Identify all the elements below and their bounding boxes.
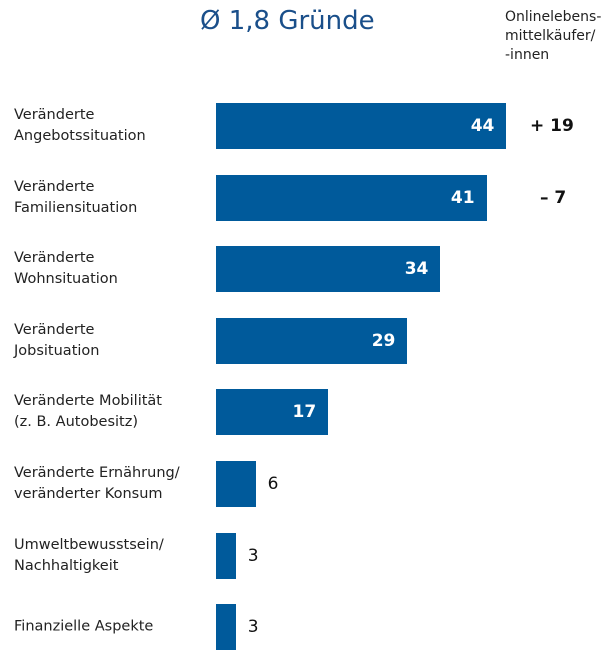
category-label: Veränderte Ernährung/ veränderter Konsum bbox=[14, 465, 180, 502]
value-label: 34 bbox=[404, 259, 429, 280]
value-label: 17 bbox=[292, 402, 317, 423]
bar bbox=[216, 389, 329, 436]
value-label: 3 bbox=[247, 617, 259, 638]
bar bbox=[216, 174, 487, 221]
value-label: 41 bbox=[450, 187, 475, 208]
value-label: 6 bbox=[267, 474, 279, 494]
value-label: 44 bbox=[470, 116, 495, 136]
category-label: Veränderte Jobsituation bbox=[14, 321, 100, 359]
category-label: Veränderte Familiensituation bbox=[14, 178, 138, 216]
category-label: Veränderte Wohnsituation bbox=[14, 250, 118, 288]
bar bbox=[216, 103, 507, 149]
category-label: Veränderte Angebotssituation bbox=[14, 107, 146, 144]
annotation: + 19 bbox=[530, 116, 574, 136]
annotation: – 7 bbox=[540, 187, 567, 208]
value-label: 29 bbox=[371, 330, 396, 351]
bar bbox=[216, 461, 256, 507]
category-label: Veränderte Mobilität (z. B. Autobesitz) bbox=[14, 393, 162, 431]
bar bbox=[216, 317, 408, 364]
note: Onlinelebens- mittelkäufer/ -innen bbox=[505, 9, 602, 63]
bar bbox=[216, 604, 236, 650]
chart-title: Ø 1,8 Gründe bbox=[200, 6, 375, 36]
category-label: Finanzielle Aspekte bbox=[14, 618, 154, 635]
bar bbox=[216, 246, 441, 293]
bar bbox=[216, 532, 236, 579]
value-label: 3 bbox=[247, 545, 259, 566]
category-label: Umweltbewusstsein/ Nachhaltigkeit bbox=[14, 536, 164, 574]
